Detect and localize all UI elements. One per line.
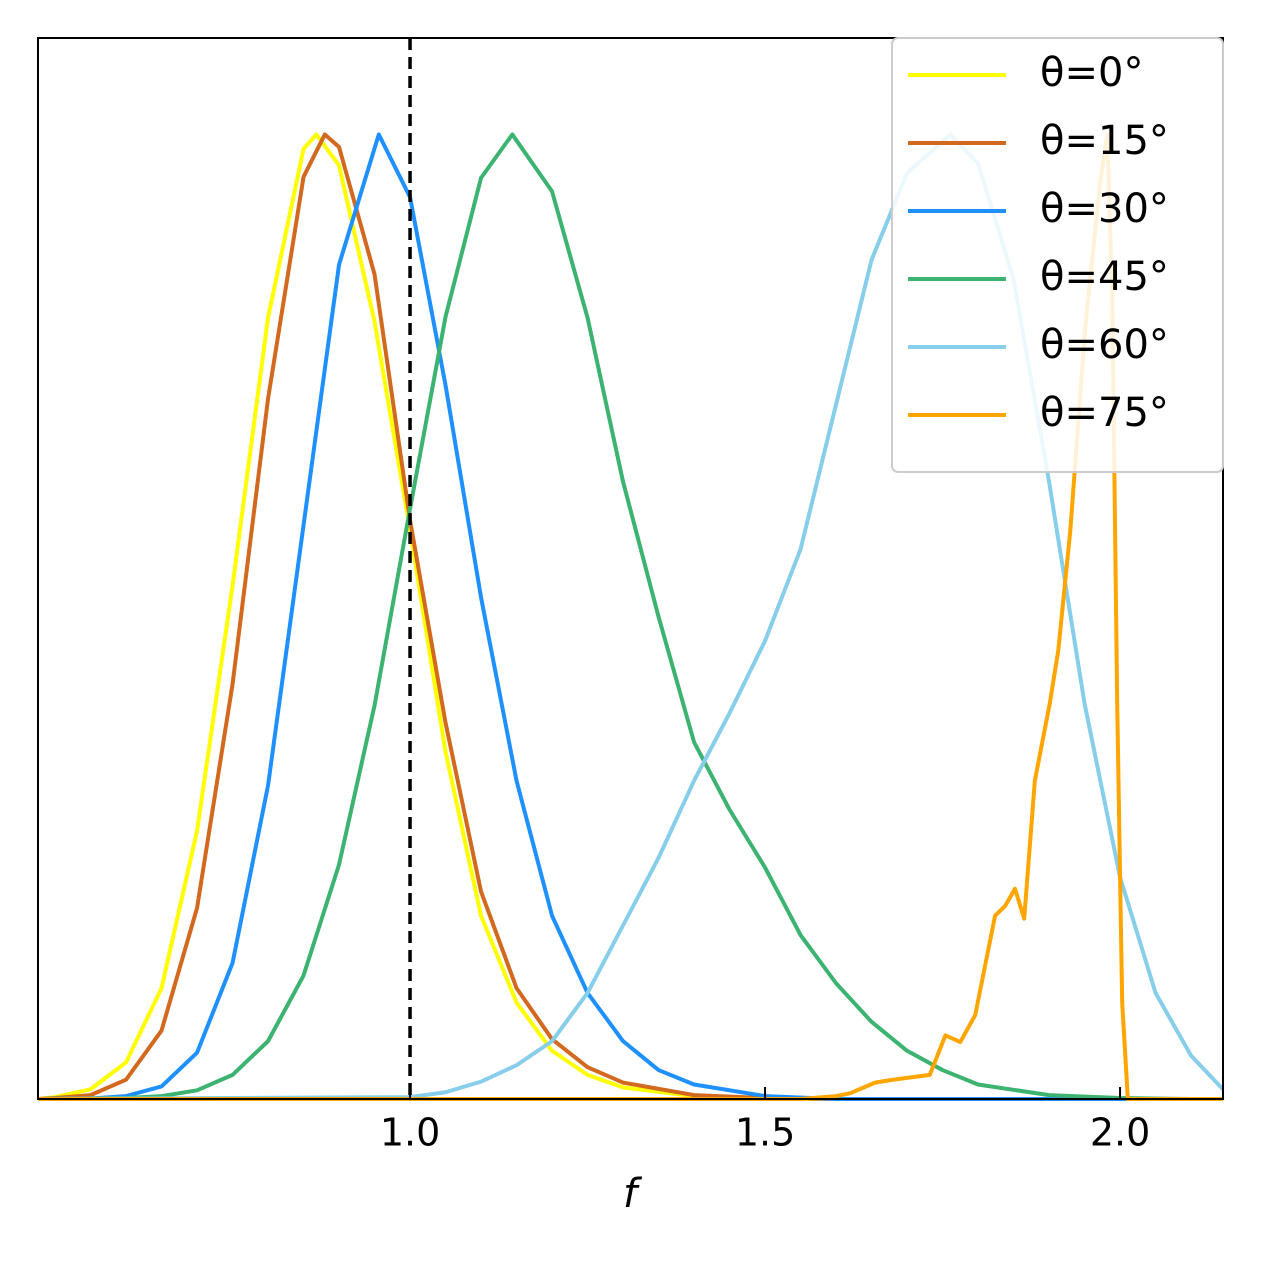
legend-label: θ=30° [1040,186,1169,232]
legend-box [891,37,1224,473]
series-line [37,132,1223,1101]
series-line [37,132,1223,1101]
x-tick-label: 1.0 [380,1111,440,1155]
legend-label: θ=75° [1040,390,1169,436]
x-tick-label: 1.5 [735,1111,795,1155]
legend-label: θ=60° [1040,322,1169,368]
legend-label: θ=45° [1040,254,1169,300]
series-line [37,132,1223,1101]
series-line [37,132,1225,1101]
legend-label: θ=15° [1040,118,1169,164]
series-line [37,132,1223,1101]
x-tick-label: 2.0 [1090,1111,1150,1155]
plot-frame [37,37,1224,1100]
legend-label: θ=0° [1040,50,1143,96]
